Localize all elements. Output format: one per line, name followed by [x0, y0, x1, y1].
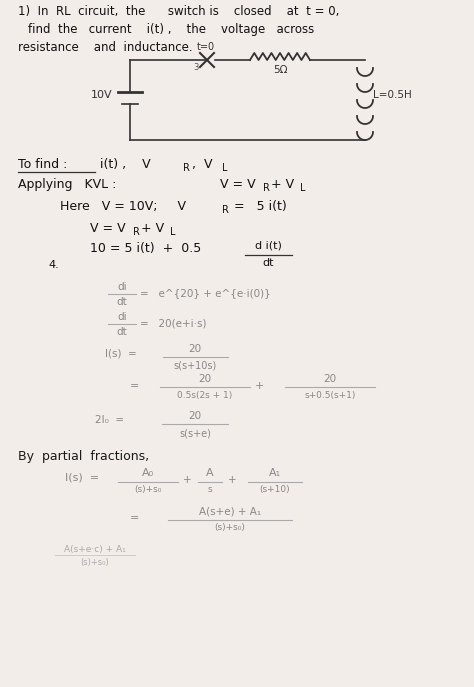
Text: =   5 i(t): = 5 i(t) [226, 200, 287, 213]
Text: R: R [183, 163, 190, 173]
Text: s(s+e): s(s+e) [179, 428, 211, 438]
Text: I(s)  =: I(s) = [65, 472, 99, 482]
Text: 20: 20 [323, 374, 337, 384]
Text: t=0: t=0 [197, 42, 215, 52]
Text: s: s [208, 485, 212, 494]
Text: s+0.5(s+1): s+0.5(s+1) [304, 391, 356, 400]
Text: 5Ω: 5Ω [273, 65, 287, 75]
Text: d i(t): d i(t) [255, 240, 282, 250]
Text: Here   V = 10V;     V: Here V = 10V; V [60, 200, 186, 213]
Text: (s)+s₀: (s)+s₀ [134, 485, 162, 494]
Text: ,  V: , V [188, 158, 212, 171]
Text: V = V: V = V [90, 222, 126, 235]
Text: 20: 20 [189, 344, 201, 354]
Text: +: + [183, 475, 191, 485]
Text: =   e^{20} + e^{e·i(0)}: = e^{20} + e^{e·i(0)} [140, 288, 271, 298]
Text: (s)+s₀): (s)+s₀) [81, 558, 109, 567]
Text: A₀: A₀ [142, 468, 154, 478]
Text: =   20(e+i·s): = 20(e+i·s) [140, 318, 207, 328]
Text: L: L [222, 163, 228, 173]
Text: L: L [170, 227, 175, 237]
Text: s(s+10s): s(s+10s) [173, 361, 217, 371]
Text: 20: 20 [189, 411, 201, 421]
Text: 20: 20 [199, 374, 211, 384]
Text: 2I₀  =: 2I₀ = [95, 415, 124, 425]
Text: (s+10): (s+10) [260, 485, 290, 494]
Text: A(s+e) + A₁: A(s+e) + A₁ [199, 506, 261, 516]
Text: 10V: 10V [91, 90, 112, 100]
Text: dt: dt [117, 297, 128, 307]
Text: + V: + V [267, 178, 294, 191]
Text: (s)+s₀): (s)+s₀) [215, 523, 246, 532]
Text: 10 = 5 i(t)  +  0.5: 10 = 5 i(t) + 0.5 [90, 242, 201, 255]
Text: A: A [206, 468, 214, 478]
Text: 4.: 4. [48, 260, 59, 270]
Text: =: = [130, 513, 139, 523]
Text: i(t) ,    V: i(t) , V [100, 158, 151, 171]
Text: 0.5s(2s + 1): 0.5s(2s + 1) [177, 391, 233, 400]
Text: A(s+e·c) + A₁: A(s+e·c) + A₁ [64, 545, 126, 554]
Text: V = V: V = V [220, 178, 255, 191]
Text: A₁: A₁ [269, 468, 281, 478]
Text: resistance    and  inductance.: resistance and inductance. [18, 41, 192, 54]
Text: 3: 3 [193, 63, 199, 72]
Text: di: di [117, 312, 127, 322]
Text: Applying   KVL :: Applying KVL : [18, 178, 117, 191]
Text: 1)  In  RL  circuit,  the      switch is    closed    at  t = 0,: 1) In RL circuit, the switch is closed a… [18, 5, 339, 18]
Text: L: L [300, 183, 306, 193]
Text: I(s)  =: I(s) = [105, 348, 137, 358]
Text: L=0.5H: L=0.5H [373, 90, 412, 100]
Text: dt: dt [117, 327, 128, 337]
Text: R: R [222, 205, 229, 215]
Text: =: = [130, 381, 139, 391]
Text: To find :: To find : [18, 158, 67, 171]
Text: find  the   current    i(t) ,    the    voltage   across: find the current i(t) , the voltage acro… [28, 23, 314, 36]
Text: +: + [255, 381, 264, 391]
Text: dt: dt [262, 258, 274, 268]
Text: +: + [228, 475, 237, 485]
Text: R: R [133, 227, 140, 237]
Text: di: di [117, 282, 127, 292]
Text: R: R [263, 183, 270, 193]
Text: By  partial  fractions,: By partial fractions, [18, 450, 149, 463]
Text: + V: + V [137, 222, 164, 235]
